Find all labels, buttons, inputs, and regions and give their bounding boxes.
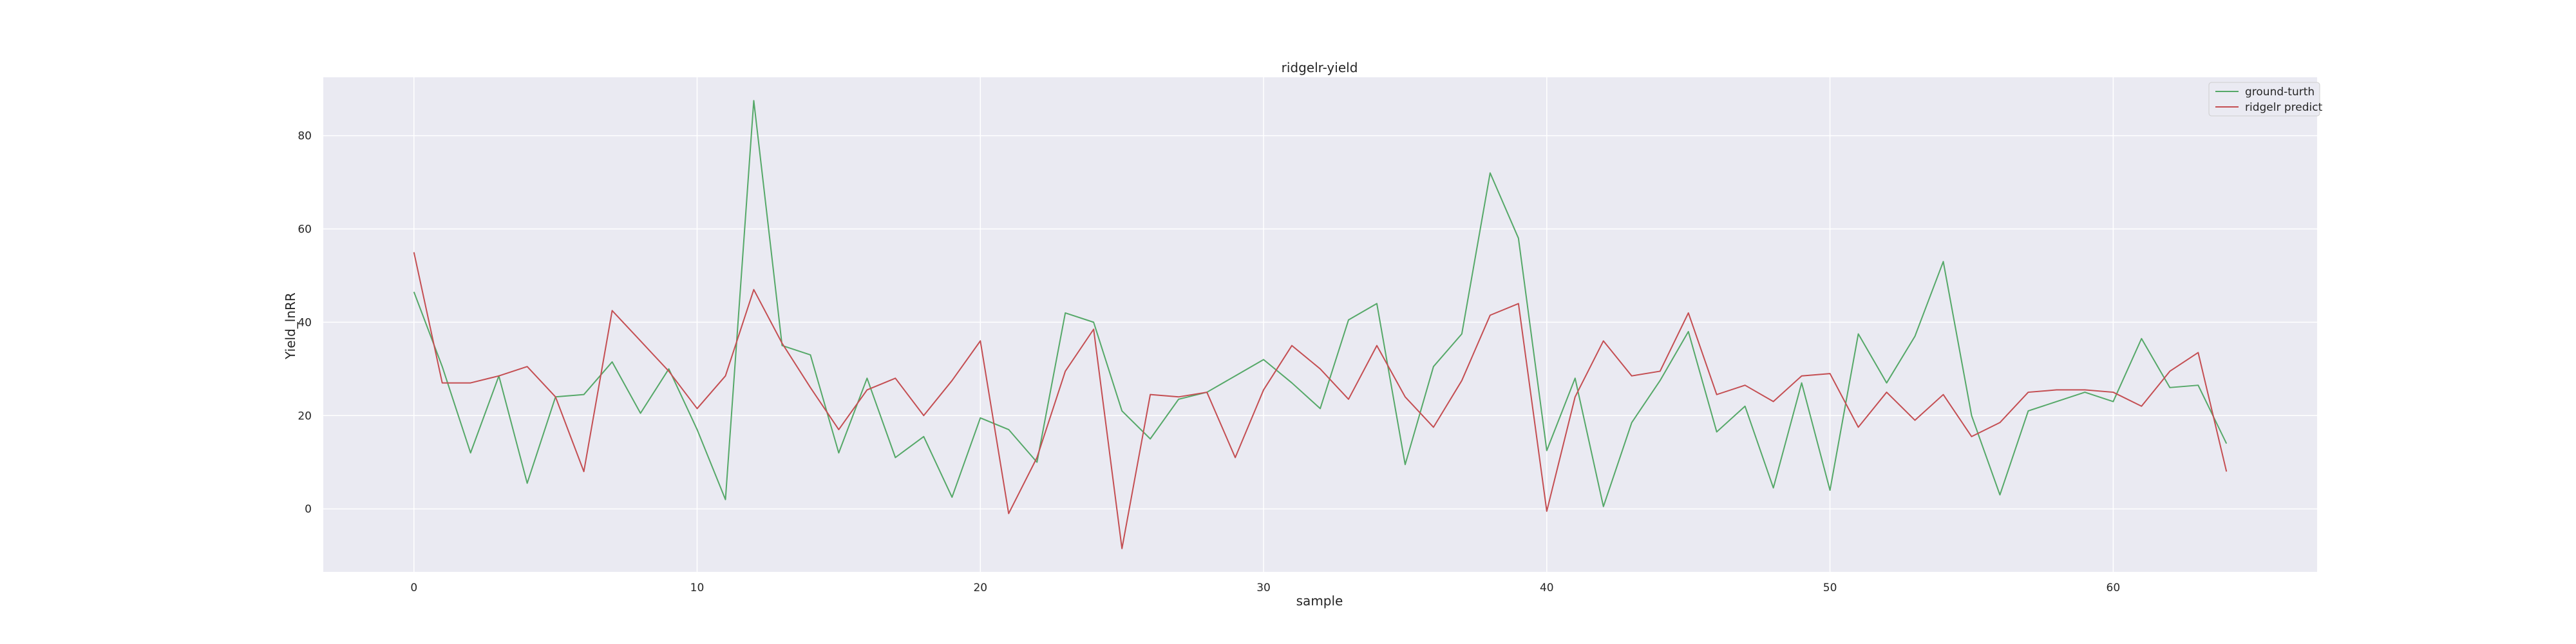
legend: ground-turth ridgelr predict: [2208, 82, 2323, 117]
series-line-ground-turth: [413, 100, 2228, 507]
y-tick-label: 80: [298, 130, 312, 143]
y-tick-label: 60: [298, 223, 312, 236]
chart-title: ridgelr-yield: [1282, 60, 1358, 75]
legend-label-ground-turth: ground-turth: [2245, 86, 2315, 99]
grid-lines: [323, 77, 2317, 572]
x-tick-label: 20: [973, 582, 987, 594]
x-tick-label: 0: [410, 582, 417, 594]
x-tick-label: 40: [1540, 582, 1554, 594]
plot-background: [323, 77, 2317, 572]
legend-label-ridgelr-predict: ridgelr predict: [2245, 101, 2323, 114]
tick-labels: 0 10 20 30 40 50 60 0 20 40 60 80: [298, 130, 2120, 594]
y-tick-label: 20: [298, 410, 312, 422]
x-tick-label: 60: [2107, 582, 2121, 594]
series-layer: [413, 100, 2228, 549]
y-tick-label: 0: [305, 503, 312, 516]
y-tick-label: 40: [298, 316, 312, 329]
x-tick-label: 50: [1823, 582, 1837, 594]
y-axis-label: Yield_lnRR: [283, 292, 298, 360]
x-tick-label: 30: [1256, 582, 1271, 594]
x-tick-label: 10: [690, 582, 705, 594]
x-axis-label: sample: [1296, 593, 1343, 609]
series-line-ridgelr-predict: [413, 252, 2228, 549]
